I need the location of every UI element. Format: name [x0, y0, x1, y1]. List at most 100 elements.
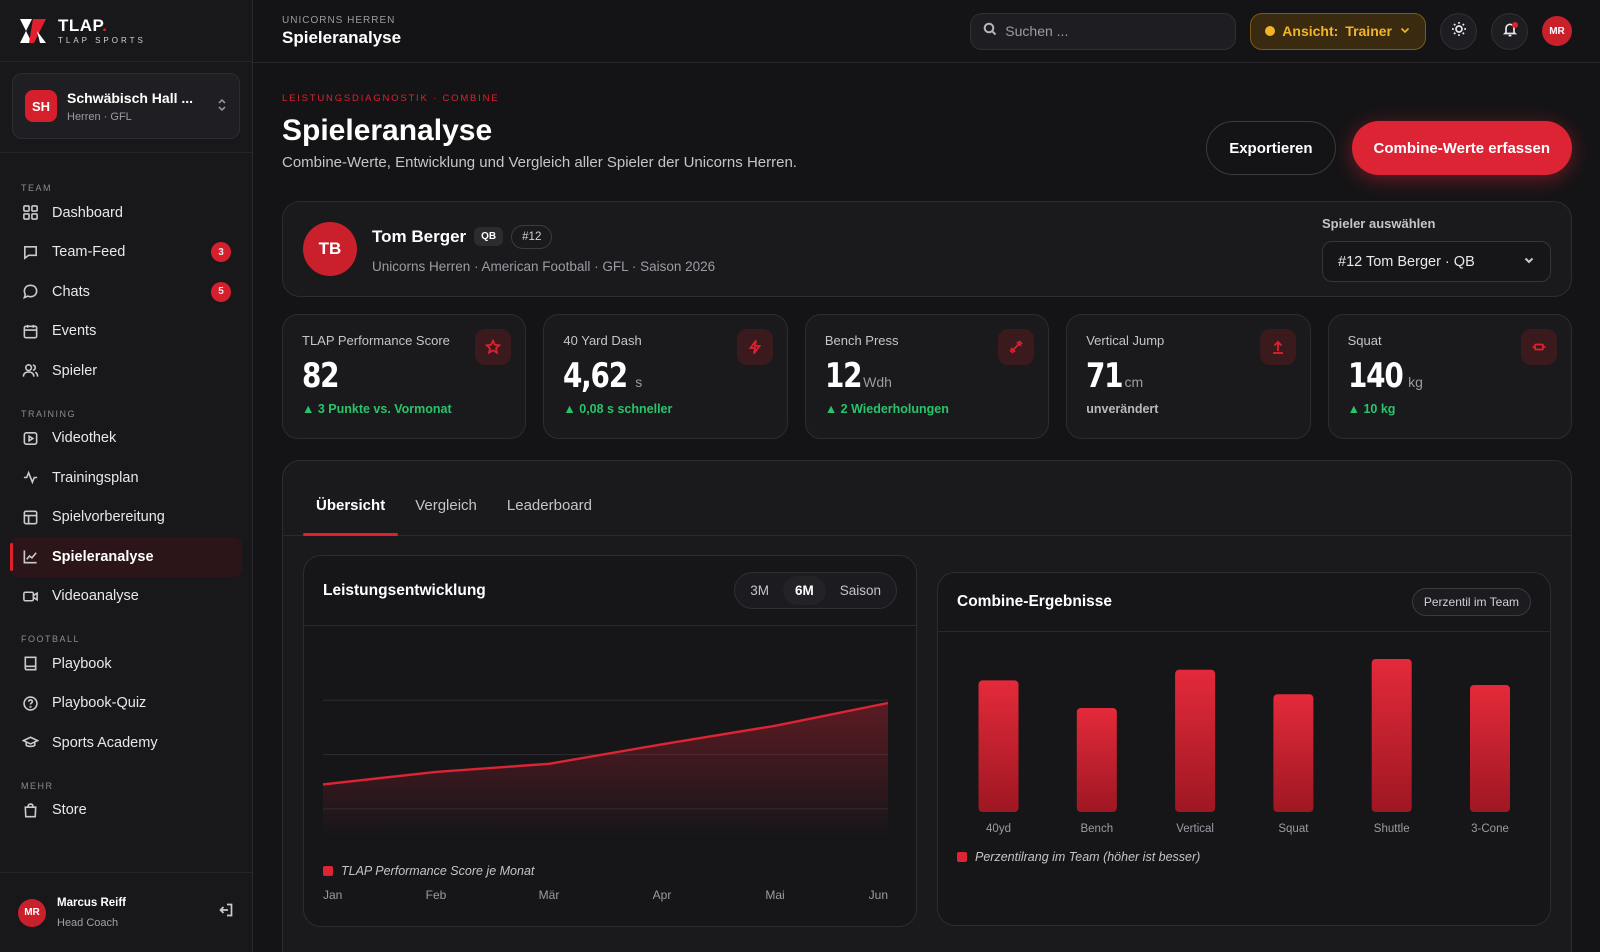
sidebar-item-label: Trainingsplan: [52, 469, 139, 486]
bar: [1076, 707, 1117, 812]
view-status-dot: [1265, 26, 1276, 36]
sidebar-item-trainingsplan[interactable]: Trainingsplan: [10, 458, 242, 498]
unread-count-badge: 5: [211, 281, 231, 302]
kpi-card-performance-score: TLAP Performance Score 82 ▲ 3 Punkte vs.…: [282, 314, 527, 439]
kpi-label: Squat: [1347, 333, 1382, 348]
performance-line-chart: TLAP Performance Score je Monat Jan Feb Mär…: [322, 699, 889, 902]
sidebar-item-spielvorbereitung[interactable]: Spielvorbereitung: [10, 498, 242, 538]
sidebar-item-videoanalyse[interactable]: Videoanalyse: [10, 577, 242, 617]
sidebar-item-store[interactable]: Store: [10, 791, 242, 831]
view-mode-dropdown[interactable]: Ansicht: Trainer: [1250, 12, 1426, 50]
sidebar-item-label: Spieler: [52, 362, 98, 379]
calendar-icon: [21, 322, 39, 340]
kpi-label: 40 Yard Dash: [563, 333, 642, 348]
kpi-unit: s: [635, 374, 643, 390]
sidebar-item-label: Team-Feed: [52, 244, 126, 261]
sidebar-item-spieleranalyse[interactable]: Spieleranalyse: [10, 537, 242, 577]
tab-leaderboard[interactable]: Leaderboard: [506, 497, 592, 514]
jersey-number-tag: #12: [511, 224, 553, 249]
sidebar-item-playbook-quiz[interactable]: Playbook-Quiz: [10, 684, 242, 724]
logout-icon[interactable]: [218, 902, 234, 923]
player-name: Tom Berger: [372, 226, 467, 246]
export-button[interactable]: Exportieren: [1206, 121, 1336, 175]
sidebar-item-events[interactable]: Events: [10, 312, 242, 352]
range-option-3m[interactable]: 3M: [750, 583, 769, 598]
analysis-panel: Übersicht Vergleich Leaderboard Leistung…: [282, 460, 1572, 952]
kpi-delta: ▲ 10 kg: [1347, 402, 1396, 416]
combine-results-card: Combine-Ergebnisse Perzentil im Team 40y…: [937, 572, 1551, 926]
x-tick-label: 40yd: [986, 823, 1011, 835]
grid-icon: [21, 204, 39, 222]
x-tick-label: Mär: [539, 888, 560, 902]
user-profile[interactable]: MR Marcus Reiff Head Coach: [0, 872, 252, 952]
sidebar-item-videothek[interactable]: Videothek: [10, 419, 242, 459]
sidebar-item-sports-academy[interactable]: Sports Academy: [10, 723, 242, 763]
activity-icon: [21, 469, 39, 487]
record-combine-button[interactable]: Combine-Werte erfassen: [1351, 121, 1572, 175]
tab-overview[interactable]: Übersicht: [303, 476, 399, 536]
kpi-unit: Wdh: [863, 374, 892, 390]
x-tick-label: Jan: [323, 888, 342, 902]
page-header: LEISTUNGSDIAGNOSTIK · COMBINE Spielerana…: [282, 93, 1572, 175]
account-avatar[interactable]: MR: [1542, 16, 1572, 46]
user-name: Marcus Reiff: [57, 896, 127, 909]
range-option-season[interactable]: Saison: [839, 583, 881, 598]
play-square-icon: [21, 429, 39, 447]
kpi-delta: ▲ 3 Punkte vs. Vormonat: [302, 402, 452, 416]
player-select-value: #12 Tom Berger · QB: [1338, 253, 1475, 270]
x-tick-label: Mai: [765, 888, 784, 902]
tab-comparison[interactable]: Vergleich: [415, 497, 477, 514]
legend-label: Perzentilrang im Team (höher ist besser): [975, 850, 1200, 864]
top-bar: UNICORNS HERREN Spieleranalyse Ansicht: …: [253, 0, 1600, 63]
kpi-value: 140: [1347, 356, 1404, 396]
chat-bubble-icon: [21, 283, 39, 301]
chevron-down-icon: [1399, 23, 1411, 39]
kpi-value: 71: [1086, 356, 1124, 396]
breadcrumb: UNICORNS HERREN: [282, 14, 396, 26]
player-select[interactable]: #12 Tom Berger · QB: [1322, 241, 1551, 282]
sidebar-item-chats[interactable]: Chats 5: [10, 272, 242, 312]
nav-section-training: TRAINING: [21, 408, 77, 419]
brand[interactable]: TLAP. TLAP SPORTS: [0, 0, 252, 62]
team-name: Schwäbisch Hall ...: [67, 89, 194, 106]
sidebar-item-label: Spielvorbereitung: [52, 509, 165, 526]
bar: [1175, 669, 1216, 812]
bell-icon: [1502, 21, 1518, 42]
page-title: Spieleranalyse: [282, 114, 493, 147]
area-fill: [323, 703, 888, 836]
book-icon: [21, 655, 39, 673]
kpi-label: TLAP Performance Score: [302, 333, 450, 348]
nav-section-team: TEAM: [21, 183, 53, 193]
sidebar-nav: TEAM Dashboard Team-Feed 3 Chats 5 Event…: [0, 153, 252, 830]
position-tag: QB: [474, 227, 504, 246]
card-title: Combine-Ergebnisse: [957, 593, 1113, 610]
message-square-icon: [21, 243, 39, 261]
topbar-title: Spieleranalyse: [282, 27, 402, 47]
search-box[interactable]: [970, 12, 1237, 50]
legend-label: TLAP Performance Score je Monat: [341, 864, 535, 878]
bar: [1371, 659, 1412, 812]
x-tick-label: Vertical: [1176, 823, 1214, 835]
kpi-value: 12: [824, 356, 863, 396]
tab-bar: Übersicht Vergleich Leaderboard: [283, 461, 1571, 536]
avatar: MR: [18, 898, 46, 927]
search-input[interactable]: [1005, 23, 1206, 39]
x-tick-label: Bench: [1080, 823, 1113, 835]
x-tick-label: Shuttle: [1374, 823, 1410, 835]
theme-toggle-button[interactable]: [1440, 12, 1477, 50]
sidebar-item-dashboard[interactable]: Dashboard: [10, 193, 242, 233]
kpi-card-squat: Squat 140 kg ▲ 10 kg: [1327, 314, 1573, 439]
player-avatar: TB: [303, 222, 357, 276]
range-option-6m[interactable]: 6M: [782, 576, 826, 605]
sidebar-item-spieler[interactable]: Spieler: [10, 351, 242, 391]
main-content: UNICORNS HERREN Spieleranalyse Ansicht: …: [253, 0, 1600, 952]
performance-trend-card: Leistungsentwicklung 3M 6M Saison TLAP P…: [303, 555, 917, 927]
graduation-cap-icon: [21, 734, 39, 752]
notifications-button[interactable]: [1491, 12, 1528, 50]
sidebar-item-team-feed[interactable]: Team-Feed 3: [10, 233, 242, 273]
user-role: Head Coach: [57, 916, 119, 929]
kpi-card-40-yard-dash: 40 Yard Dash 4,62 s ▲ 0,08 s schneller: [543, 314, 788, 439]
sidebar-item-playbook[interactable]: Playbook: [10, 644, 242, 684]
team-switcher[interactable]: SH Schwäbisch Hall ... Herren · GFL: [12, 73, 240, 139]
sidebar-item-label: Store: [52, 802, 87, 819]
